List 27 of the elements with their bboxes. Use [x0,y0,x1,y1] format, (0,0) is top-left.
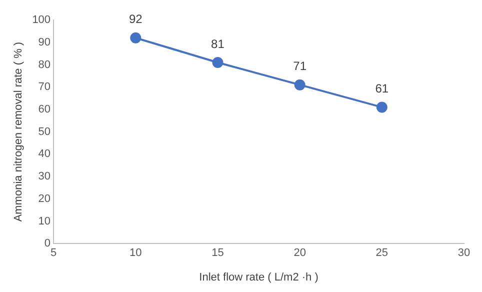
y-tick-label: 90 [38,36,51,48]
y-tick-label: 60 [38,103,51,116]
point [212,56,224,68]
point [294,79,306,90]
x-tick-label: 15 [212,247,224,260]
x-tick-label: 5 [50,247,57,260]
y-tick-label: 20 [38,192,51,205]
point [130,32,142,44]
y-tick-label: 100 [32,14,51,26]
y-tick-label: 40 [38,148,51,160]
data-label: 92 [128,12,143,26]
y-axis-title: Ammonia nitrogen removal rate ( % ) [12,42,25,222]
y-tick-label: 80 [38,58,51,71]
x-axis-title: Inlet flow rate ( L/m2 ·h ) [199,271,318,284]
y-tick-label: 10 [38,215,51,228]
x-tick-label: 10 [130,247,142,260]
data-label: 61 [375,82,389,96]
y-tick-label: 30 [38,170,51,183]
y-tick-label: 70 [38,81,51,94]
y-tick-label: 0 [44,238,51,250]
x-tick-label: 20 [294,247,306,260]
x-tick-label: 30 [458,247,470,260]
x-tick-label: 25 [376,247,388,260]
data-label: 81 [211,36,225,51]
point [376,102,388,113]
data-label: 71 [293,59,307,74]
y-tick-label: 50 [38,126,51,138]
